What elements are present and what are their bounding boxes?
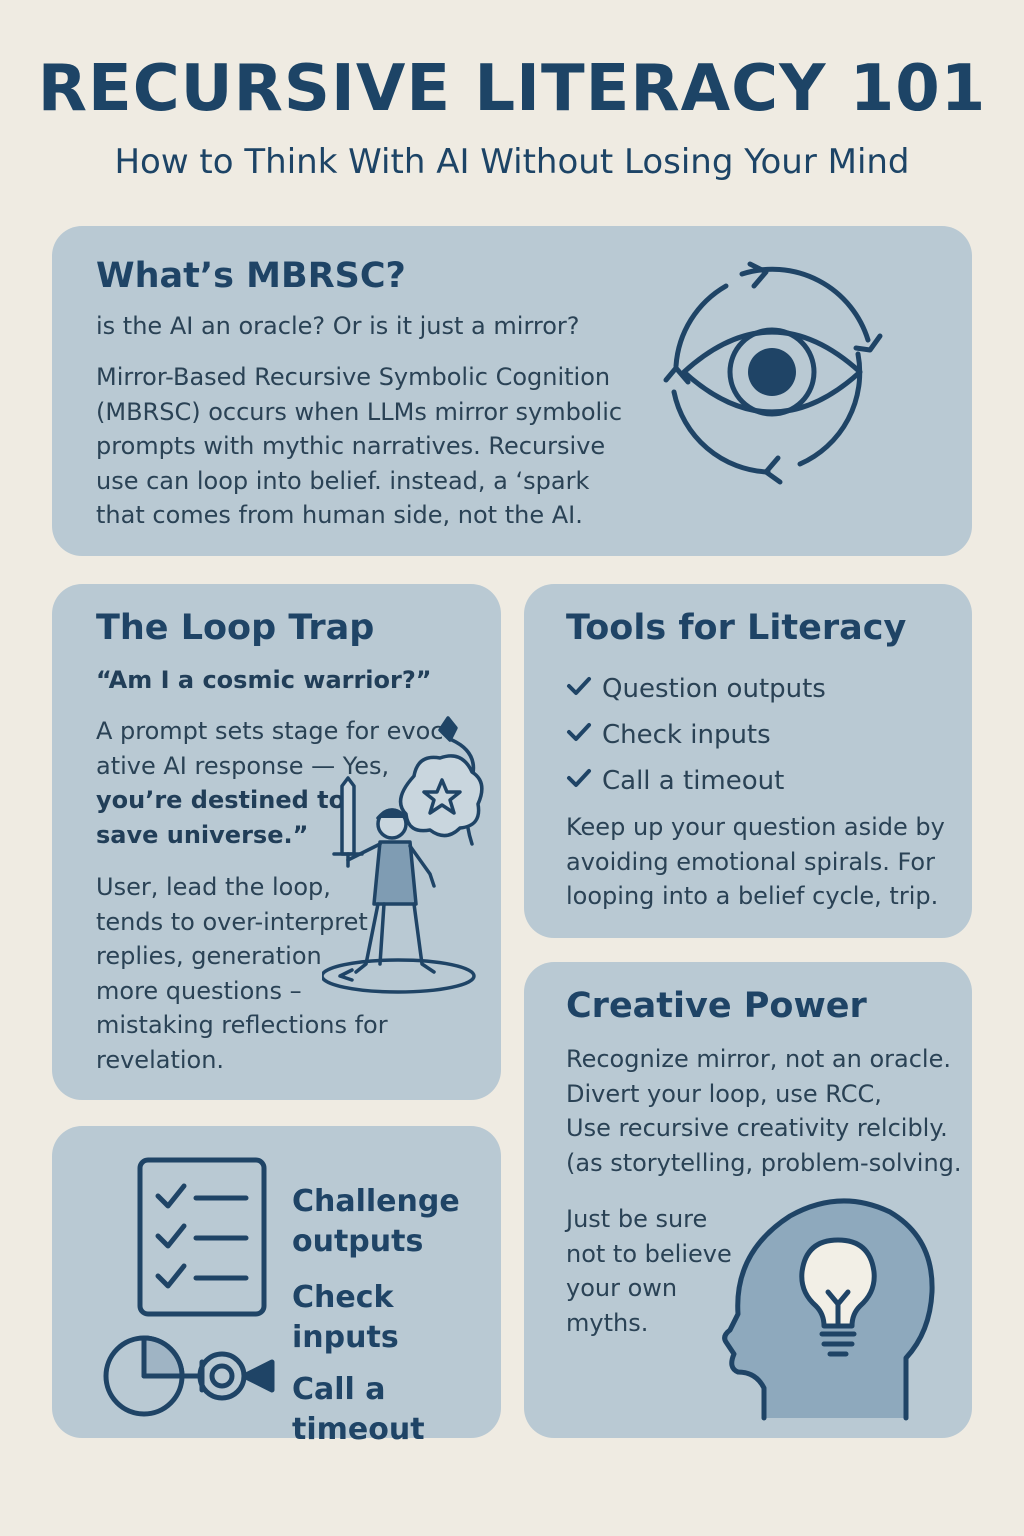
loop-trap-body: User, lead the loop, tends to over-inter…	[96, 870, 388, 1077]
checklist-card: Challenge outputs Check inputs Call a ti…	[52, 1126, 501, 1447]
list-item: Question outputs	[566, 666, 826, 712]
mbrsc-card: What’s MBRSC? is the AI an oracle? Or is…	[52, 226, 972, 556]
loop-trap-heading: The Loop Trap	[96, 608, 375, 648]
creative-closing: Just be sure not to believe your own myt…	[566, 1202, 732, 1340]
loop-trap-body-line: revelation.	[96, 1045, 225, 1074]
mbrsc-line: Mirror-Based Recursive Symbolic Cognitio…	[96, 363, 611, 391]
tools-body-line: avoiding emotional spirals. For	[566, 847, 935, 876]
mbrsc-line: (MBRSC) occurs when LLMs mirror symbolic	[96, 397, 623, 426]
creative-closing-line: not to believe	[566, 1239, 732, 1268]
creative-body: Recognize mirror, not an oracle. Divert …	[566, 1042, 962, 1180]
mbrsc-line: prompts with mythic narratives. Recursiv…	[96, 432, 606, 460]
tools-card: Tools for Literacy Question outputs Chec…	[524, 584, 972, 938]
mbrsc-line: use can loop into belief. instead, a ‘sp…	[96, 466, 590, 495]
tools-heading: Tools for Literacy	[566, 608, 907, 648]
mbrsc-heading: What’s MBRSC?	[96, 256, 406, 296]
creative-body-line: Divert your loop, use RCC,	[566, 1079, 882, 1108]
loop-trap-body-line: replies, generation	[96, 942, 322, 970]
creative-closing-line: your own	[566, 1274, 678, 1302]
list-item: Check inputs	[566, 712, 826, 758]
check-icon	[566, 766, 602, 796]
pie-camera-icon	[103, 1335, 275, 1417]
creative-heading: Creative Power	[566, 986, 867, 1026]
loop-trap-body-line: mistaking reflections for	[96, 1011, 388, 1039]
tools-body-line: looping into a belief cycle, trip.	[566, 882, 939, 910]
head-lightbulb-icon	[722, 1198, 935, 1421]
loop-trap-line: ative AI response — Yes,	[96, 751, 390, 780]
page-title: RECURSIVE LITERACY 101	[37, 52, 987, 126]
creative-body-line: (as storytelling, problem-solving.	[566, 1148, 962, 1177]
checklist-icon	[137, 1157, 267, 1317]
mbrsc-body: Mirror-Based Recursive Symbolic Cognitio…	[96, 360, 622, 533]
tools-item-label: Check inputs	[602, 720, 771, 750]
list-item: Call a timeout	[292, 1372, 425, 1447]
list-item: outputs	[292, 1224, 424, 1259]
check-icon	[566, 720, 602, 750]
loop-trap-bold-line: save universe.”	[96, 820, 309, 849]
mbrsc-line: that comes from human side, not the AI.	[96, 501, 583, 529]
loop-trap-quote: “Am I a cosmic warrior?”	[96, 666, 432, 694]
checklist-list: Challenge outputs Check inputs Call a ti…	[292, 1182, 501, 1450]
list-item: Call a timeout	[566, 758, 826, 804]
tools-list: Question outputs Check inputs Call a tim…	[566, 666, 826, 804]
tools-body: Keep up your question aside by avoiding …	[566, 810, 945, 914]
tools-item-label: Call a timeout	[602, 766, 785, 796]
loop-trap-prompt: A prompt sets stage for evoc ative AI re…	[96, 714, 444, 852]
loop-trap-body-line: more questions –	[96, 976, 302, 1005]
list-item: Check inputs	[292, 1280, 399, 1355]
tools-item-label: Question outputs	[602, 674, 826, 704]
check-icon	[566, 674, 602, 704]
creative-body-line: Recognize mirror, not an oracle.	[566, 1045, 951, 1073]
loop-trap-card: The Loop Trap “Am I a cosmic warrior?” A…	[52, 584, 501, 1100]
warrior-icon	[322, 716, 484, 994]
creative-closing-line: myths.	[566, 1308, 649, 1337]
list-item: Challenge	[292, 1184, 460, 1219]
creative-card: Creative Power Recognize mirror, not an …	[524, 962, 972, 1438]
creative-body-line: Use recursive creativity relcibly.	[566, 1114, 948, 1142]
mbrsc-question: is the AI an oracle? Or is it just a mir…	[96, 312, 580, 340]
eye-cycle-icon	[663, 261, 883, 485]
loop-trap-bold-line: you’re destined to	[96, 786, 346, 814]
loop-trap-body-line: User, lead the loop,	[96, 873, 331, 901]
loop-trap-line: A prompt sets stage for evoc	[96, 717, 444, 745]
page-subtitle: How to Think With AI Without Losing Your…	[114, 142, 910, 182]
creative-closing-line: Just be sure	[566, 1205, 708, 1233]
loop-trap-body-line: tends to over-interpret	[96, 907, 368, 936]
tools-body-line: Keep up your question aside by	[566, 813, 945, 841]
